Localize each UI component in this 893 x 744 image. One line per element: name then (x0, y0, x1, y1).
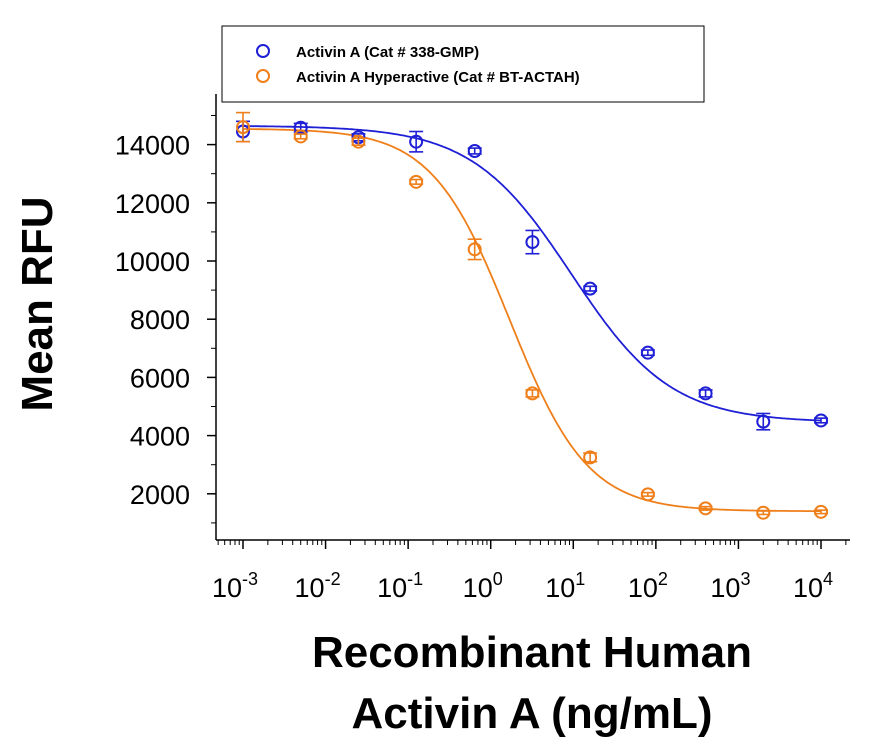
data-point-series-1 (640, 345, 655, 360)
x-axis-title-line-1: Recombinant Human (312, 628, 752, 677)
y-tick-label: 14000 (115, 131, 190, 161)
legend-label-series-1: Activin A (Cat # 338-GMP) (296, 44, 479, 61)
y-tick-label: 12000 (115, 189, 190, 219)
x-tick-label: 10-2 (295, 569, 341, 603)
marker (583, 450, 598, 465)
data-point-series-1 (467, 144, 482, 159)
data-points (236, 111, 828, 520)
x-tick-label: 104 (793, 569, 833, 603)
data-point-series-2 (640, 487, 655, 502)
marker (814, 413, 828, 428)
fit-curve-series-2 (243, 128, 821, 512)
marker (409, 134, 424, 149)
marker (756, 414, 771, 429)
data-point-series-1 (583, 281, 598, 296)
x-tick-exponent: -2 (325, 569, 341, 589)
marker (814, 504, 828, 519)
x-tick-exponent: 0 (493, 569, 503, 589)
x-tick-base: 10 (545, 573, 575, 603)
y-tick-label: 8000 (130, 305, 190, 335)
x-tick-label: 103 (710, 569, 750, 603)
fit-curves (243, 125, 821, 512)
marker (409, 174, 424, 189)
x-tick-base: 10 (793, 573, 823, 603)
data-point-series-2 (814, 504, 828, 519)
legend-marker-series-2 (256, 69, 270, 83)
data-point-series-2 (236, 111, 250, 143)
marker (351, 134, 366, 149)
marker (467, 144, 482, 159)
data-point-series-1 (814, 413, 828, 428)
x-tick-label: 10-3 (212, 569, 258, 603)
x-tick-base: 10 (377, 573, 407, 603)
x-tick-base: 10 (710, 573, 740, 603)
data-point-series-2 (525, 386, 540, 401)
x-tick-base: 10 (463, 573, 493, 603)
marker (583, 281, 598, 296)
x-axis-title-line-2: Activin A (ng/mL) (352, 689, 713, 738)
marker (640, 345, 655, 360)
marker (467, 242, 482, 257)
x-tick-label: 100 (463, 569, 503, 603)
marker (525, 235, 540, 250)
data-point-series-1 (756, 412, 771, 431)
data-point-series-2 (756, 505, 771, 520)
x-tick-base: 10 (212, 573, 242, 603)
marker (698, 386, 713, 401)
legend-label-series-2: Activin A Hyperactive (Cat # BT-ACTAH) (296, 69, 580, 86)
y-tick-label: 2000 (130, 480, 190, 510)
x-tick-exponent: 3 (740, 569, 750, 589)
marker (236, 120, 250, 135)
marker (698, 501, 713, 516)
x-tick-exponent: 1 (575, 569, 585, 589)
x-tick-exponent: -1 (407, 569, 423, 589)
legend-marker-series-1 (256, 44, 270, 58)
x-tick-base: 10 (295, 573, 325, 603)
x-tick-label: 102 (628, 569, 668, 603)
marker (293, 129, 308, 144)
y-axis-title: Mean RFU (13, 196, 62, 411)
data-point-series-2 (467, 238, 482, 261)
x-tick-exponent: -3 (242, 569, 258, 589)
legend-box (221, 25, 705, 103)
data-point-series-2 (351, 134, 366, 149)
x-tick-base: 10 (628, 573, 658, 603)
x-tick-exponent: 4 (823, 569, 833, 589)
data-point-series-1 (698, 386, 713, 401)
marker (640, 487, 655, 502)
y-tick-label: 4000 (130, 422, 190, 452)
y-tick-label: 10000 (115, 247, 190, 277)
fit-curve-series-1 (243, 125, 821, 422)
data-point-series-2 (583, 450, 598, 465)
data-point-series-1 (525, 229, 540, 255)
x-tick-exponent: 2 (658, 569, 668, 589)
legend: Activin A (Cat # 338-GMP) Activin A Hype… (221, 25, 705, 103)
y-tick-label: 6000 (130, 363, 190, 393)
x-tick-label: 101 (545, 569, 585, 603)
data-point-series-1 (409, 130, 424, 153)
data-point-series-2 (698, 501, 713, 516)
x-tick-label: 10-1 (377, 569, 423, 603)
marker (525, 386, 540, 401)
data-point-series-2 (293, 129, 308, 144)
data-point-series-2 (409, 174, 424, 189)
marker (756, 505, 771, 520)
